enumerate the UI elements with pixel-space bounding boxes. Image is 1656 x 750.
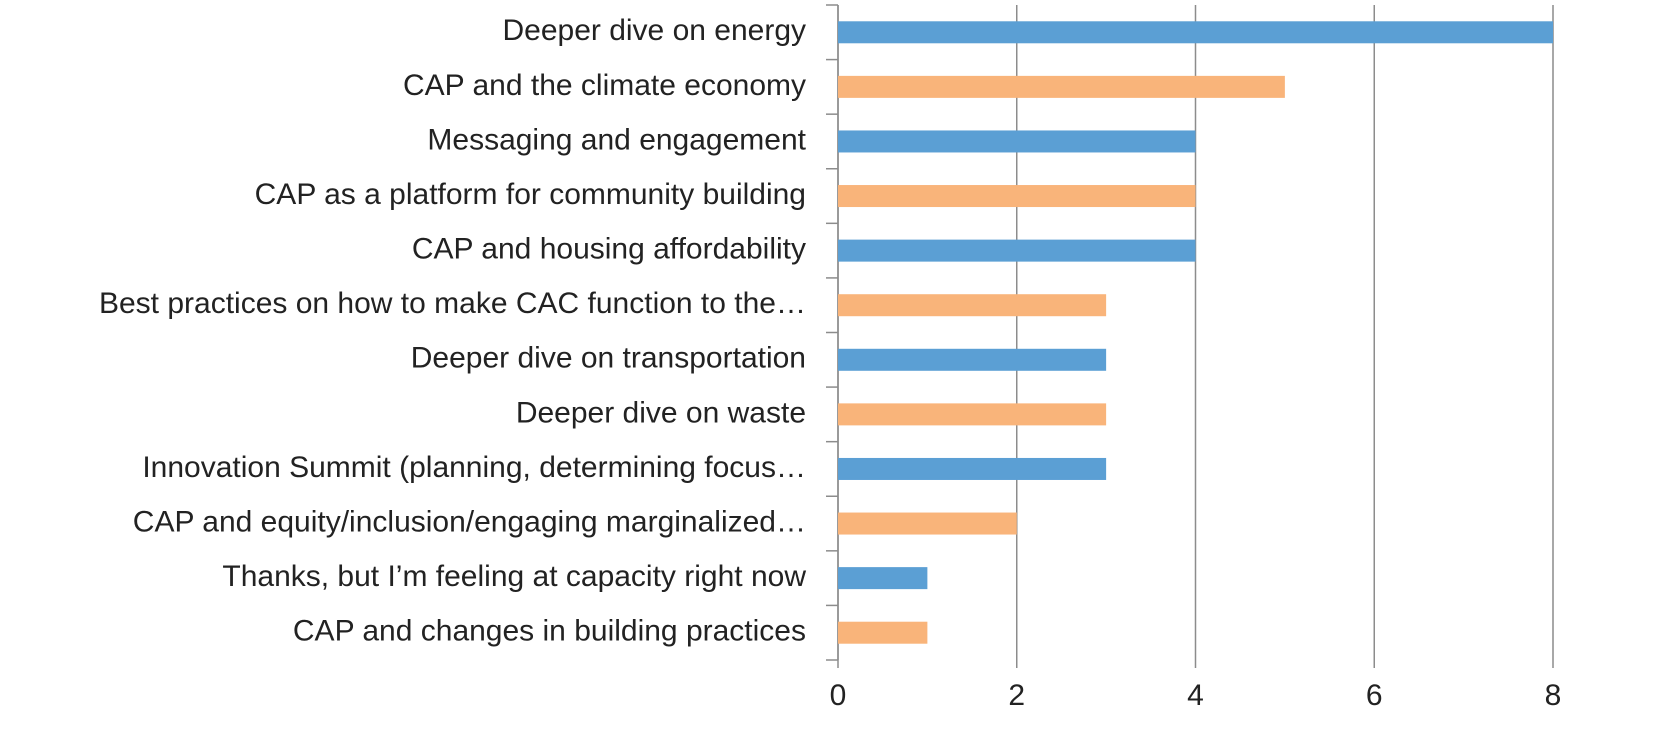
x-tick-label: 4: [1187, 679, 1204, 712]
bar: [838, 185, 1196, 208]
x-tick-label: 6: [1366, 679, 1383, 712]
y-tick-label: CAP and equity/inclusion/engaging margin…: [133, 505, 806, 538]
bar: [838, 21, 1553, 44]
bar: [838, 348, 1107, 371]
bar: [838, 567, 928, 590]
x-tick-label: 2: [1008, 679, 1025, 712]
y-tick-label: Innovation Summit (planning, determining…: [142, 451, 806, 484]
bar: [838, 621, 928, 644]
y-tick-label: Deeper dive on transportation: [411, 342, 806, 375]
y-tick-label: CAP and the climate economy: [403, 69, 806, 102]
bar: [838, 512, 1017, 535]
bar: [838, 457, 1107, 480]
bar: [838, 75, 1285, 98]
y-tick-label: CAP and changes in building practices: [293, 615, 806, 648]
bar: [838, 239, 1196, 262]
y-tick-label: Thanks, but I’m feeling at capacity righ…: [222, 560, 806, 593]
y-tick-label: Deeper dive on energy: [502, 14, 806, 47]
y-tick-label: CAP as a platform for community building: [255, 178, 806, 211]
x-tick-label: 0: [830, 679, 847, 712]
y-tick-label: Messaging and engagement: [427, 123, 806, 156]
y-tick-label: CAP and housing affordability: [412, 233, 806, 266]
bar: [838, 130, 1196, 153]
y-tick-label: Deeper dive on waste: [516, 396, 806, 429]
bar: [838, 403, 1107, 426]
y-tick-label: Best practices on how to make CAC functi…: [99, 287, 806, 320]
bar: [838, 294, 1107, 317]
x-tick-label: 8: [1545, 679, 1562, 712]
